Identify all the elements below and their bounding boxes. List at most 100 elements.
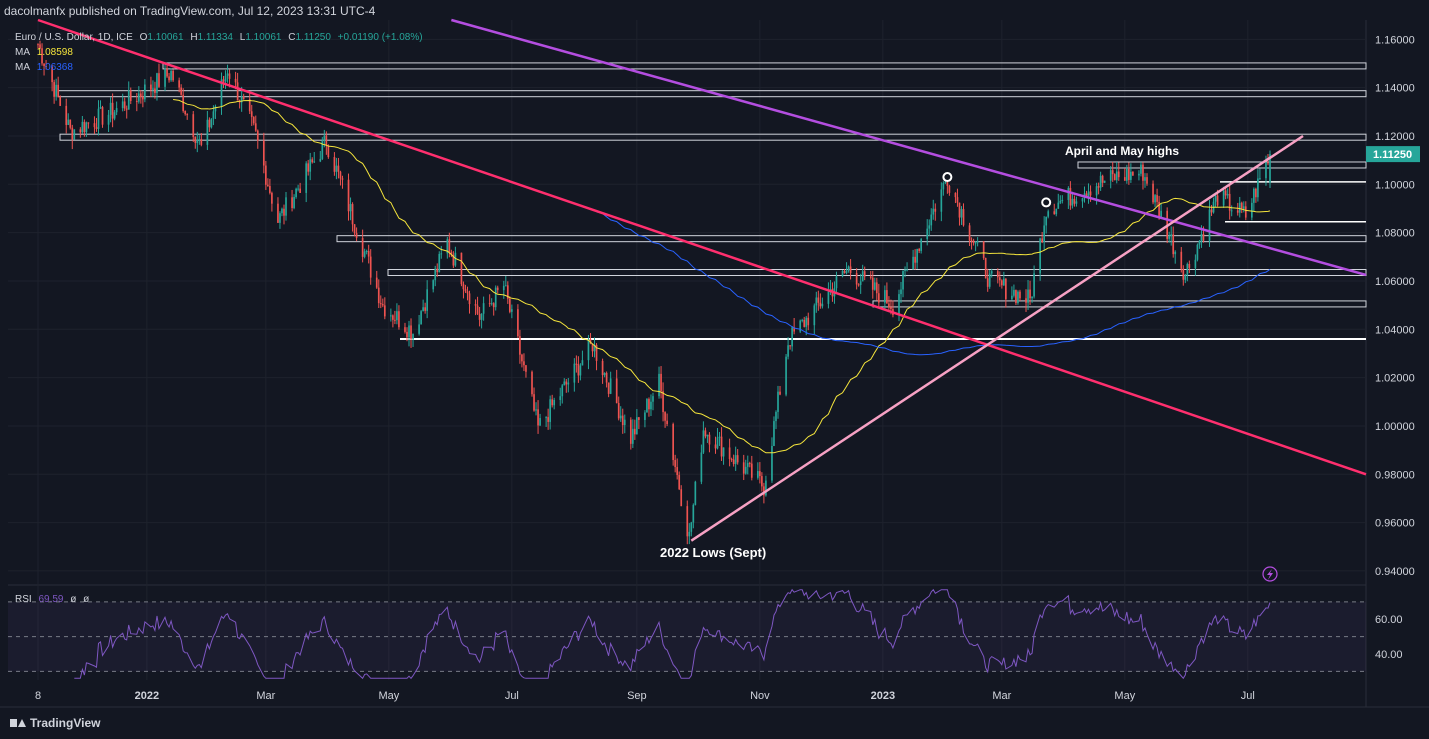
candle-body: [1013, 290, 1015, 296]
candle-body: [718, 436, 721, 438]
candle-body: [906, 269, 908, 271]
candle-body: [565, 381, 568, 385]
candle-body: [478, 313, 481, 320]
candle-body: [327, 145, 330, 158]
candle-body: [1125, 168, 1128, 181]
candle-body: [940, 189, 943, 212]
candle-body: [323, 135, 326, 142]
candle-body: [325, 135, 328, 146]
candle-body: [1138, 173, 1140, 176]
candle-body: [125, 108, 128, 110]
candle-body: [587, 339, 590, 361]
candle-body: [383, 305, 386, 317]
candle-body: [1244, 206, 1247, 218]
candle-body: [706, 434, 709, 437]
rsi-line: [74, 588, 1271, 680]
candle-body: [1160, 210, 1162, 218]
candle-body: [621, 415, 624, 426]
candle-body: [1198, 241, 1201, 245]
candle-body: [1055, 208, 1058, 215]
candle-body: [1027, 289, 1029, 303]
candle-body: [615, 378, 618, 403]
candle-body: [1194, 259, 1197, 268]
rsi-legend[interactable]: RSI 69.59 ø ø: [15, 594, 93, 605]
ma2-label: MA: [15, 62, 30, 73]
ma1-value: 1.08598: [36, 47, 73, 58]
candle-body: [353, 224, 356, 234]
ma2-legend[interactable]: MA 1.06368: [15, 62, 77, 73]
candle-body: [638, 417, 640, 420]
candle-body: [1142, 164, 1144, 181]
candle-body: [847, 266, 850, 271]
symbol-name[interactable]: Euro / U.S. Dollar, 1D, ICE: [15, 32, 133, 43]
alert-icon: [1262, 566, 1278, 582]
candle-body: [1259, 178, 1261, 180]
candle-body: [660, 373, 662, 392]
candle-body: [1265, 162, 1267, 179]
candle-body: [129, 90, 132, 102]
candle-body: [533, 394, 535, 411]
candle-body: [988, 273, 991, 287]
candle-body: [337, 165, 340, 172]
candle-body: [819, 302, 822, 307]
candle-body: [236, 82, 239, 101]
candle-body: [79, 129, 82, 133]
level-zone: [162, 62, 1367, 70]
tradingview-logo[interactable]: TradingView: [10, 716, 100, 730]
high-value: 1.11334: [197, 32, 233, 43]
candle-body: [863, 271, 866, 277]
candle-body: [452, 254, 455, 266]
pivot-markers: [942, 172, 1052, 208]
annotation-april-may-highs: April and May highs: [1065, 144, 1179, 158]
candle-body: [156, 73, 158, 93]
candle-body: [877, 293, 880, 303]
candle-body: [793, 327, 795, 332]
candle-body: [799, 320, 802, 332]
candle-body: [1047, 211, 1050, 217]
candle-body: [271, 192, 273, 204]
candle-body: [861, 271, 864, 282]
candle-body: [791, 327, 793, 347]
candle-body: [502, 285, 505, 291]
candle-body: [418, 324, 420, 334]
candle-body: [196, 139, 199, 143]
candle-body: [152, 88, 154, 90]
candle-body: [1002, 278, 1005, 286]
rsi-tick-label: 40.00: [1375, 649, 1403, 661]
candle-body: [579, 365, 582, 376]
candle-body: [1140, 164, 1142, 174]
candle-body: [932, 208, 935, 215]
candle-body: [71, 127, 74, 140]
candle-body: [789, 345, 791, 347]
candle-body: [206, 119, 209, 145]
candle-body: [1005, 278, 1007, 300]
candle-body: [567, 382, 570, 385]
ma1-legend[interactable]: MA 1.08598: [15, 47, 77, 58]
candle-body: [404, 327, 406, 332]
candle-body: [281, 208, 283, 214]
candle-body: [1128, 168, 1130, 180]
candle-body: [900, 289, 902, 295]
candle-body: [629, 419, 632, 444]
candle-body: [410, 325, 412, 339]
candle-body: [563, 381, 566, 386]
candle-body: [857, 284, 860, 286]
candle-body: [248, 99, 251, 112]
candle-body: [1156, 195, 1158, 202]
candle-body: [295, 188, 297, 198]
candle-body: [168, 76, 170, 81]
candle-body: [1130, 171, 1132, 180]
candle-body: [918, 249, 920, 251]
candle-body: [377, 287, 380, 304]
candle-body: [1226, 193, 1229, 196]
candle-body: [1011, 295, 1013, 300]
close-label: C: [288, 32, 296, 43]
candle-body: [37, 44, 39, 46]
candle-body: [1053, 211, 1056, 215]
candle-body: [51, 67, 53, 83]
candle-body: [474, 304, 477, 306]
candle-body: [83, 121, 86, 133]
candle-body: [254, 123, 257, 131]
candle-body: [158, 73, 160, 87]
candle-body: [577, 364, 580, 376]
